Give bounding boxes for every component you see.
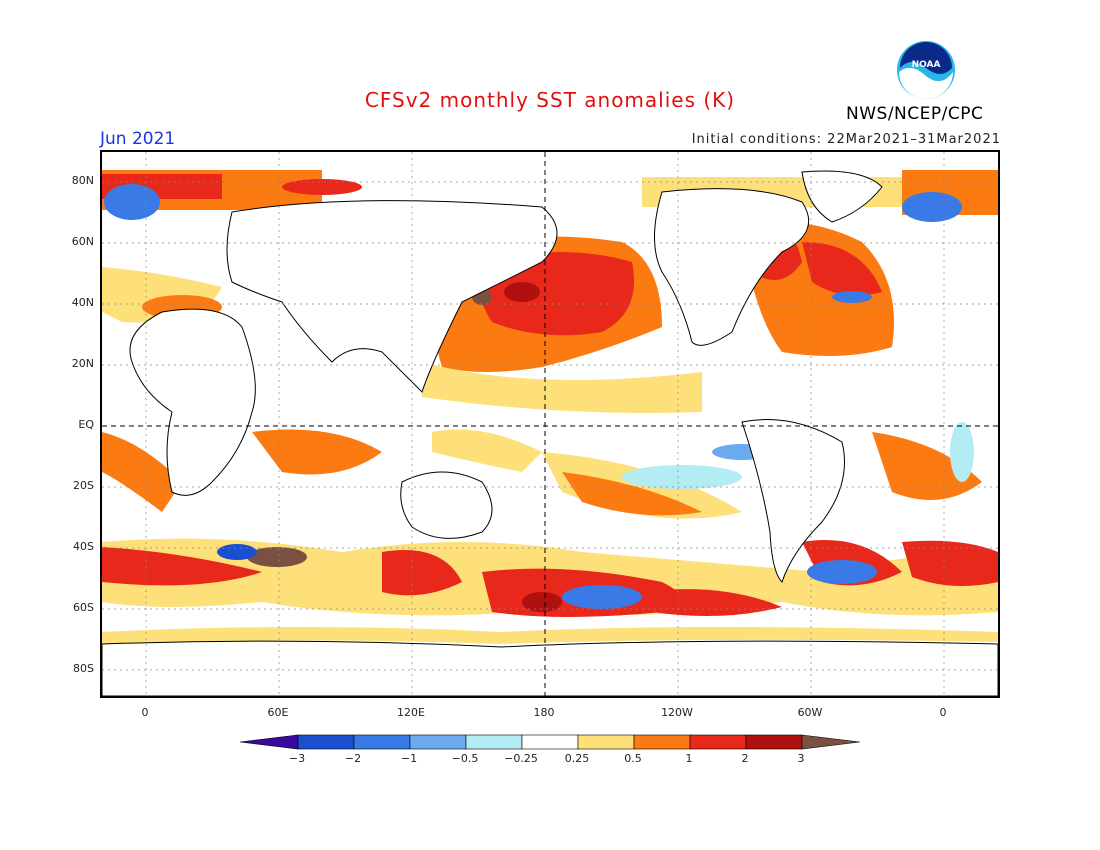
lon-label-120e: 120E — [397, 706, 425, 719]
lon-label-60w: 60W — [797, 706, 823, 719]
lat-label-80n: 80N — [71, 174, 94, 187]
colorbar-min-arrow — [239, 734, 299, 750]
colorbar-label: 2 — [741, 752, 749, 765]
continents — [102, 170, 998, 696]
colorbar-label: 0.5 — [624, 752, 642, 765]
lon-label-0-right: 0 — [939, 706, 947, 719]
lon-label-0: 0 — [141, 706, 149, 719]
colorbar — [239, 734, 862, 754]
lat-label-60s: 60S — [73, 601, 94, 614]
colorbar-swatch — [409, 734, 467, 750]
colorbar-label: 0.25 — [564, 752, 590, 765]
agency-label: NWS/NCEP/CPC — [846, 104, 984, 124]
colorbar-swatch — [521, 734, 579, 750]
colorbar-swatch — [745, 734, 803, 750]
lat-label-40n: 40N — [71, 296, 94, 309]
lat-label-eq: EQ — [78, 418, 94, 431]
lat-label-80s: 80S — [73, 662, 94, 675]
colorbar-label: −0.25 — [504, 752, 538, 765]
lon-label-120w: 120W — [661, 706, 693, 719]
noaa-logo: NOAA — [896, 40, 956, 100]
initial-conditions: Initial conditions: 22Mar2021–31Mar2021 — [691, 132, 1001, 147]
colorbar-swatch — [465, 734, 523, 750]
forecast-month: Jun 2021 — [100, 129, 176, 149]
logo-text: NOAA — [912, 60, 941, 70]
lon-label-180: 180 — [533, 706, 555, 719]
colorbar-label: 1 — [685, 752, 693, 765]
lat-label-20n: 20N — [71, 357, 94, 370]
colorbar-label: −1 — [400, 752, 418, 765]
colorbar-swatch — [353, 734, 411, 750]
colorbar-label: 3 — [797, 752, 805, 765]
colorbar-label: −0.5 — [451, 752, 479, 765]
colorbar-swatch — [633, 734, 691, 750]
colorbar-swatch — [297, 734, 355, 750]
lat-label-60n: 60N — [71, 235, 94, 248]
lon-label-60e: 60E — [267, 706, 289, 719]
colorbar-swatch — [577, 734, 635, 750]
lat-lon-grid — [102, 152, 998, 696]
lat-label-40s: 40S — [73, 540, 94, 553]
colorbar-label: −3 — [288, 752, 306, 765]
sst-anomaly-map — [100, 150, 1000, 698]
colorbar-label: −2 — [344, 752, 362, 765]
lat-label-20s: 20S — [73, 479, 94, 492]
page-title: CFSv2 monthly SST anomalies (K) — [364, 88, 736, 112]
colorbar-max-arrow — [801, 734, 861, 750]
colorbar-swatch — [689, 734, 747, 750]
equator-dateline — [102, 152, 998, 696]
